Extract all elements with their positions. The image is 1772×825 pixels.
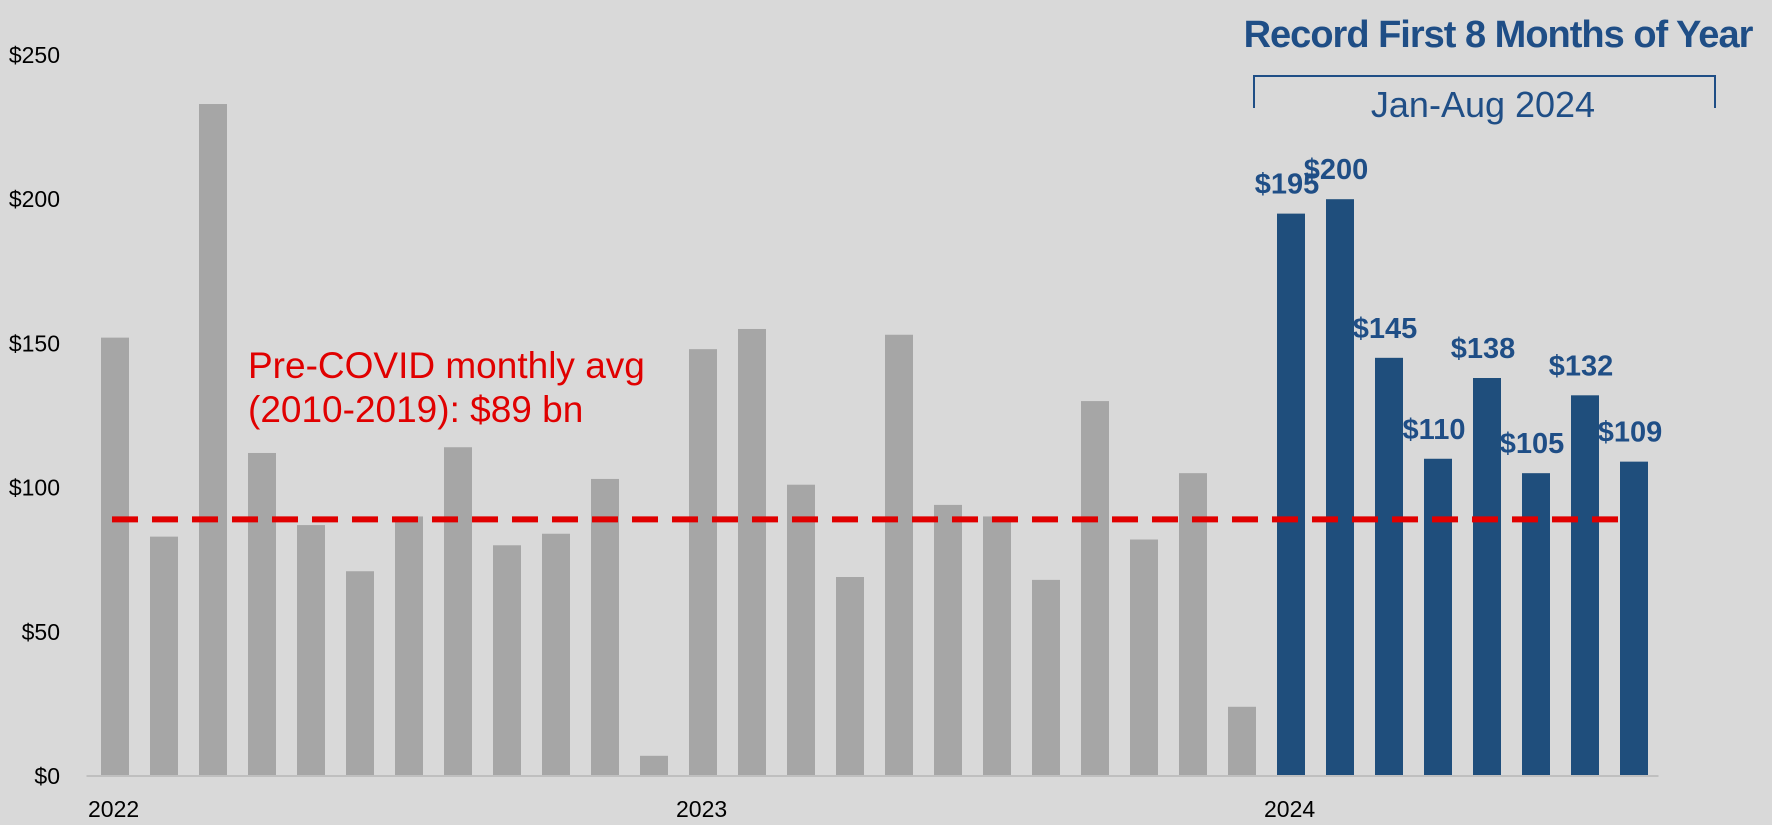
bar-value-label: $138 — [1451, 333, 1516, 365]
bar-value-label: $105 — [1500, 428, 1565, 460]
reference-line-label-2: (2010-2019): $89 bn — [248, 389, 583, 430]
bar — [1473, 378, 1501, 776]
bar — [1375, 357, 1403, 776]
y-tick-label: $50 — [22, 619, 60, 645]
bar — [1620, 461, 1648, 776]
bar — [1571, 395, 1599, 776]
y-tick-label: $200 — [9, 186, 60, 212]
bar-value-label: $145 — [1353, 313, 1418, 345]
bar — [101, 337, 129, 776]
bar-value-label: $195 — [1255, 169, 1320, 201]
bar — [1522, 473, 1550, 776]
bar — [640, 755, 668, 776]
bar-value-label: $110 — [1403, 414, 1466, 446]
bar — [591, 478, 619, 776]
bar — [150, 536, 178, 776]
y-tick-label: $0 — [34, 763, 60, 789]
bar — [983, 516, 1011, 776]
bar — [1081, 401, 1109, 776]
bar — [444, 447, 472, 776]
bar — [836, 577, 864, 776]
bar-value-label: $200 — [1304, 154, 1369, 186]
bar — [248, 452, 276, 776]
x-axis: 2022 2023 2024 — [88, 796, 1315, 822]
y-axis: $0 $50 $100 $150 $200 $250 — [9, 42, 60, 789]
bar — [493, 545, 521, 776]
highlight-bracket-label: Jan-Aug 2024 — [1371, 84, 1595, 125]
bar-value-label: $132 — [1549, 350, 1614, 382]
bars — [101, 104, 1648, 776]
bar — [1228, 706, 1256, 776]
highlight-bracket — [1253, 75, 1716, 108]
data-labels: $195$200 $145 $110 $138 $105 $132 $109 — [1255, 154, 1663, 460]
x-tick-label: 2022 — [88, 796, 139, 822]
bar — [346, 571, 374, 776]
bar — [689, 349, 717, 776]
y-tick-label: $100 — [9, 475, 60, 501]
bar — [1130, 539, 1158, 776]
bar — [1424, 458, 1452, 776]
bar — [934, 504, 962, 776]
bar-value-label: $109 — [1598, 417, 1663, 449]
bar — [1179, 473, 1207, 776]
bar — [885, 334, 913, 776]
x-tick-label: 2024 — [1264, 796, 1315, 822]
bar — [542, 533, 570, 776]
bar — [199, 104, 227, 776]
y-tick-label: $250 — [9, 42, 60, 68]
bar — [738, 328, 766, 776]
bar — [787, 484, 815, 776]
y-tick-label: $150 — [9, 330, 60, 356]
bar — [297, 525, 325, 776]
bar — [395, 516, 423, 776]
x-tick-label: 2023 — [676, 796, 727, 822]
chart-title: Record First 8 Months of Year — [1244, 14, 1754, 56]
bar — [1277, 213, 1305, 776]
bar — [1032, 579, 1060, 776]
reference-line-label-1: Pre-COVID monthly avg — [248, 345, 645, 386]
bar — [1326, 199, 1354, 776]
